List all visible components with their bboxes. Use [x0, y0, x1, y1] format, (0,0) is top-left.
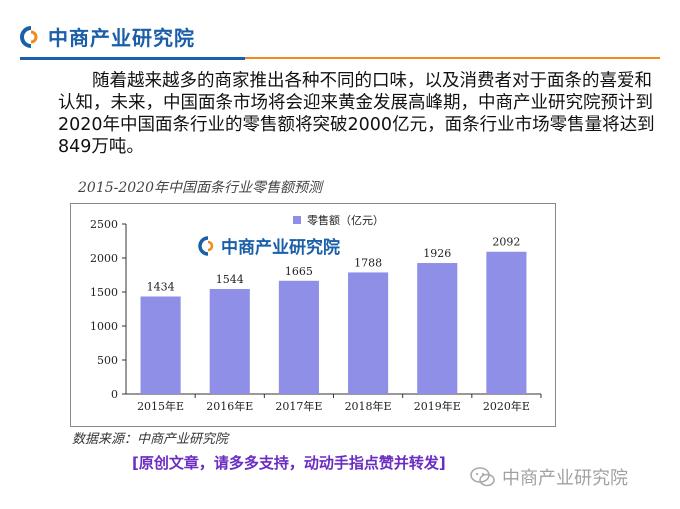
y-tick-label: 2000 [90, 252, 118, 265]
x-tick-label: 2019年E [414, 399, 461, 413]
x-tick-label: 2020年E [483, 399, 530, 413]
chart-watermark-logo: 中商产业研究院 [198, 236, 340, 258]
bar [209, 289, 250, 394]
x-tick-label: 2017年E [275, 399, 322, 413]
data-source: 数据来源：中商产业研究院 [72, 432, 229, 447]
footer-note: [原创文章，请多多支持，动动手指点赞并转发] [132, 454, 446, 472]
y-tick-label: 1000 [90, 320, 118, 333]
bar-chart: 0 500 1000 1500 2000 2500 1434 2015年E 1544 2016年E… [90, 213, 542, 413]
legend-label: 零售额（亿元） [307, 213, 384, 227]
y-tick-label: 2500 [90, 218, 118, 231]
x-tick-label: 2016年E [206, 399, 253, 413]
bar [140, 296, 181, 394]
x-tick-label: 2018年E [345, 399, 392, 413]
data-label: 1926 [423, 247, 451, 260]
wechat-watermark: 中商产业研究院 [470, 464, 628, 490]
chart-watermark-icon-inner [207, 240, 214, 252]
chart-watermark-text: 中商产业研究院 [221, 237, 340, 258]
chart-watermark-icon [198, 236, 209, 256]
brand-logo-text: 中商产业研究院 [48, 26, 195, 50]
y-tick-label: 500 [97, 354, 118, 367]
bar [348, 272, 389, 394]
data-label: 1434 [147, 280, 175, 293]
wechat-watermark-text: 中商产业研究院 [502, 468, 628, 489]
bar [278, 280, 319, 394]
data-label: 1788 [354, 256, 382, 269]
bar [486, 251, 527, 394]
brand-logo-icon [20, 25, 38, 48]
article-paragraph: 随着越来越多的商家推出各种不同的口味，以及消费者对于面条的喜爱和认知，未来，中国… [58, 71, 655, 157]
page-header: 中商产业研究院 [0, 0, 680, 62]
y-tick-label: 1500 [90, 286, 118, 299]
header-divider-orange [245, 57, 660, 59]
brand-logo: 中商产业研究院 [20, 22, 195, 51]
x-tick-label: 2015年E [137, 399, 184, 413]
wechat-icon [470, 467, 495, 487]
bar [417, 263, 458, 394]
chart-title: 2015-2020年中国面条行业零售额预测 [78, 180, 322, 196]
data-label: 1544 [216, 273, 244, 286]
y-tick-label: 0 [111, 388, 118, 401]
data-label: 1665 [285, 265, 313, 278]
legend-swatch [293, 216, 301, 224]
data-label: 2092 [492, 236, 520, 249]
chart-container: 0 500 1000 1500 2000 2500 1434 2015年E 1544 2016年E… [70, 203, 556, 427]
header-divider-blue [20, 57, 245, 60]
